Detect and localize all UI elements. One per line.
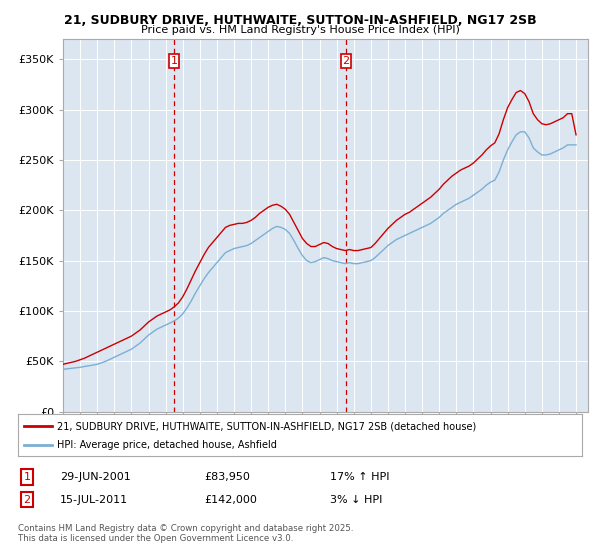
Text: Contains HM Land Registry data © Crown copyright and database right 2025.
This d: Contains HM Land Registry data © Crown c… (18, 524, 353, 543)
Text: £142,000: £142,000 (204, 494, 257, 505)
Text: 17% ↑ HPI: 17% ↑ HPI (330, 472, 389, 482)
Text: 2: 2 (23, 494, 31, 505)
Text: Price paid vs. HM Land Registry's House Price Index (HPI): Price paid vs. HM Land Registry's House … (140, 25, 460, 35)
Text: 3% ↓ HPI: 3% ↓ HPI (330, 494, 382, 505)
Text: 1: 1 (23, 472, 31, 482)
Text: £83,950: £83,950 (204, 472, 250, 482)
Text: HPI: Average price, detached house, Ashfield: HPI: Average price, detached house, Ashf… (58, 440, 277, 450)
Text: 29-JUN-2001: 29-JUN-2001 (60, 472, 131, 482)
Text: 1: 1 (170, 56, 178, 66)
Text: 21, SUDBURY DRIVE, HUTHWAITE, SUTTON-IN-ASHFIELD, NG17 2SB (detached house): 21, SUDBURY DRIVE, HUTHWAITE, SUTTON-IN-… (58, 421, 477, 431)
Text: 2: 2 (342, 56, 349, 66)
Text: 15-JUL-2011: 15-JUL-2011 (60, 494, 128, 505)
Text: 21, SUDBURY DRIVE, HUTHWAITE, SUTTON-IN-ASHFIELD, NG17 2SB: 21, SUDBURY DRIVE, HUTHWAITE, SUTTON-IN-… (64, 14, 536, 27)
